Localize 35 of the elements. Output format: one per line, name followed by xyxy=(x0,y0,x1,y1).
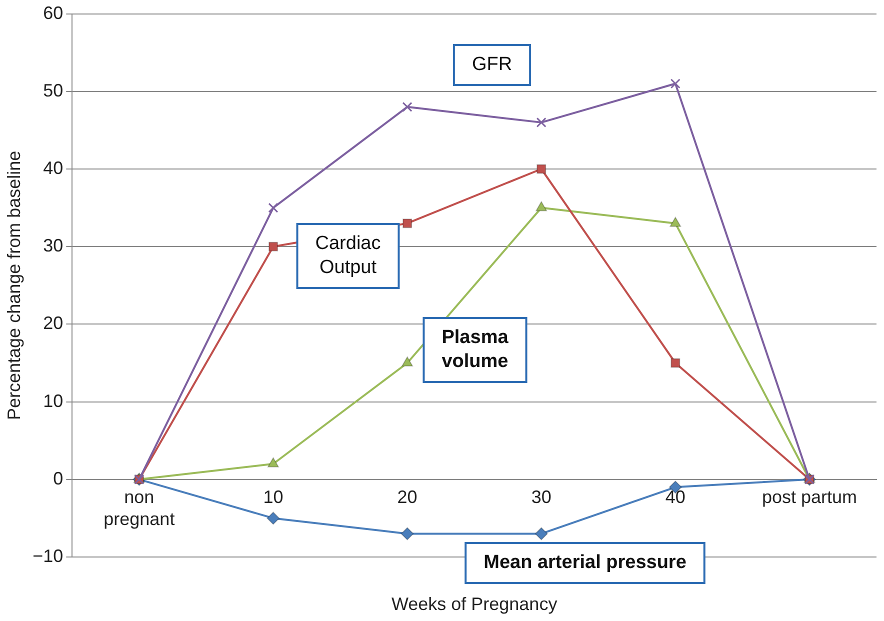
point xyxy=(402,356,413,366)
point xyxy=(402,218,412,228)
x-tick-label: non pregnant xyxy=(104,487,175,529)
x-axis-title: Weeks of Pregnancy xyxy=(391,594,558,614)
y-tick-label: 0 xyxy=(53,468,64,488)
y-tick-label: 20 xyxy=(43,313,64,334)
y-tick-label: 40 xyxy=(43,158,64,178)
point xyxy=(670,216,682,227)
y-tick-label: 10 xyxy=(43,390,64,411)
series-label: Plasma volume xyxy=(442,327,509,372)
point xyxy=(266,512,280,525)
point xyxy=(400,527,414,540)
x-tick-label: 30 xyxy=(531,487,552,508)
point xyxy=(534,527,548,540)
point xyxy=(268,242,278,252)
x-tick-label: 40 xyxy=(665,487,686,508)
point xyxy=(670,358,680,368)
point xyxy=(268,457,279,468)
x-tick-label: 10 xyxy=(263,487,284,508)
point xyxy=(536,201,548,212)
point xyxy=(402,102,412,112)
y-axis-title: Percentage change from baseline xyxy=(4,150,24,420)
x-tick-label: post partum xyxy=(762,487,857,508)
point xyxy=(536,117,546,128)
series-label: Mean arterial pressure xyxy=(484,552,686,574)
text: GFR xyxy=(472,54,512,76)
y-tick-label: 30 xyxy=(43,236,64,256)
point xyxy=(268,202,278,213)
y-tick-label: 60 xyxy=(43,2,64,23)
x-tick-label: 20 xyxy=(397,487,418,508)
y-tick-label: −10 xyxy=(32,546,64,566)
series-label: Cardiac Output xyxy=(315,233,381,278)
point xyxy=(536,164,546,174)
y-tick-label: 50 xyxy=(43,80,64,100)
point xyxy=(670,78,680,89)
